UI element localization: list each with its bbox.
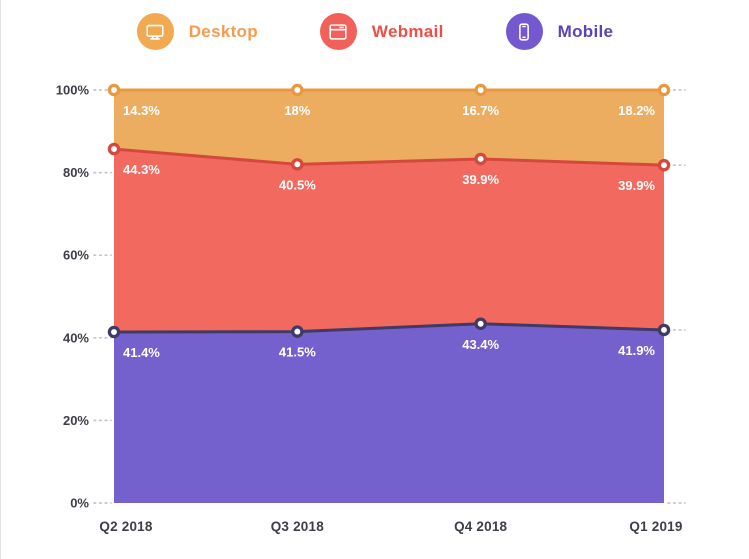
data-label-desktop: 16.7% (462, 103, 499, 118)
data-point-desktop[interactable] (474, 83, 487, 97)
legend-label-webmail: Webmail (371, 21, 444, 41)
data-label-webmail: 40.5% (279, 177, 316, 192)
legend-item-mobile[interactable]: Mobile (505, 13, 614, 50)
legend-item-webmail[interactable]: Webmail (319, 13, 444, 50)
x-axis-label: Q1 2019 (629, 519, 682, 534)
data-point-webmail[interactable] (474, 152, 487, 166)
y-axis-tick: 100% (56, 83, 90, 98)
data-label-mobile: 41.5% (279, 345, 316, 360)
area-webmail (114, 149, 664, 333)
webmail-icon (319, 13, 357, 50)
data-label-desktop: 18.2% (618, 103, 655, 118)
x-axis-label: Q4 2018 (454, 519, 507, 534)
data-point-desktop[interactable] (107, 83, 121, 97)
y-axis-tick: 80% (63, 165, 89, 180)
y-axis-tick: 40% (63, 330, 89, 345)
data-label-webmail: 44.3% (123, 162, 160, 177)
y-axis-tick: 0% (70, 496, 89, 511)
data-point-webmail[interactable] (107, 142, 121, 156)
legend-label-desktop: Desktop (188, 21, 258, 41)
data-label-webmail: 39.9% (618, 178, 655, 193)
data-point-mobile[interactable] (291, 325, 304, 338)
data-label-mobile: 41.4% (123, 345, 160, 360)
line-mobile (113, 322, 665, 334)
data-label-webmail: 39.9% (462, 172, 499, 187)
data-label-desktop: 18% (284, 103, 310, 118)
data-point-desktop[interactable] (291, 83, 304, 97)
data-point-webmail[interactable] (657, 158, 671, 172)
line-webmail (113, 147, 665, 167)
area-mobile (114, 323, 664, 503)
data-label-mobile: 43.4% (462, 337, 499, 352)
x-axis-label: Q3 2018 (271, 519, 324, 534)
chart-legend: Desktop Webmail Mobile (1, 13, 749, 50)
area-desktop (114, 90, 664, 166)
data-point-mobile[interactable] (107, 325, 121, 339)
data-label-mobile: 41.9% (618, 343, 655, 358)
desktop-icon (136, 13, 174, 50)
data-point-desktop[interactable] (657, 83, 671, 97)
data-point-mobile[interactable] (474, 317, 487, 331)
data-point-mobile[interactable] (657, 323, 671, 337)
data-label-desktop: 14.3% (123, 103, 160, 118)
legend-label-mobile: Mobile (557, 21, 614, 41)
data-point-webmail[interactable] (291, 158, 304, 171)
y-axis-tick: 60% (63, 248, 89, 263)
mobile-icon (505, 13, 543, 50)
legend-item-desktop[interactable]: Desktop (136, 13, 258, 50)
y-axis-tick: 20% (63, 413, 89, 428)
x-axis-label: Q2 2018 (99, 519, 152, 534)
